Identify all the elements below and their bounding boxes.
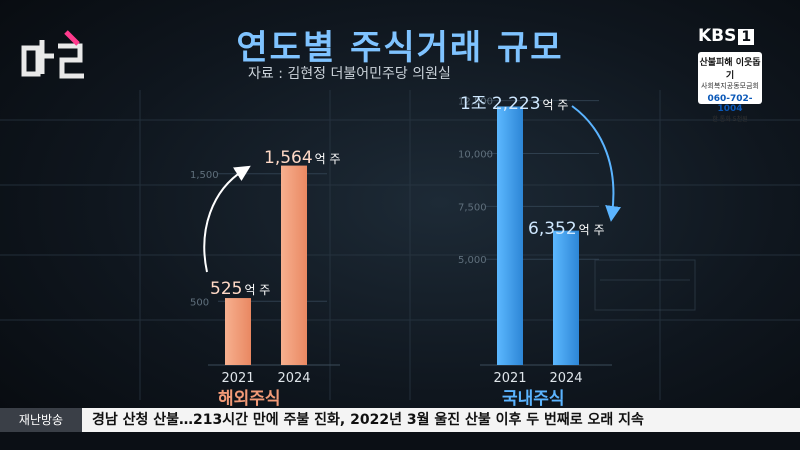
decrease-arrow [571, 105, 622, 222]
kbs1-logo: KBS 1 [698, 26, 762, 48]
overseas-group-label: 해외주식 [218, 389, 281, 409]
program-logo [21, 30, 84, 79]
kbs-name: KBS [698, 26, 737, 46]
chart-title: 연도별 주식거래 규모 [236, 28, 564, 68]
increase-arrow [203, 165, 251, 273]
hotline-note: 한 통화 5천원 [712, 116, 748, 123]
domestic-data-label: 1조 2,223 억 주 [460, 94, 568, 114]
overseas-category-label: 2024 [277, 371, 310, 386]
domestic-bar-2021 [497, 106, 523, 366]
source-note: 자료 : 김현정 더불어민주당 의원실 [248, 66, 451, 82]
ticker-message: 경남 산청 산불…213시간 만에 주불 진화, 2022년 3월 울진 산불 … [92, 412, 644, 428]
trade-volume-chart: 500 1,500 2021 525 억 주 2024 1,564 억 주 5,000 7,500… [190, 94, 622, 386]
domestic-category-label: 2021 [493, 371, 526, 386]
overseas-bar-2024 [281, 165, 307, 365]
overseas-bar-2021 [225, 298, 251, 365]
domestic-tick-label: 10,000 [458, 149, 493, 160]
donation-hotline-box: 산불피해 이웃돕기 사회복지공동모금회 060-702-1004 한 통화 5천… [698, 52, 762, 123]
overseas-tick-label: 1,500 [190, 170, 219, 181]
hotline-sub: 사회복지공동모금회 [701, 82, 759, 90]
domestic-tick-label: 7,500 [458, 202, 487, 213]
news-ticker: 재난방송 경남 산청 산불…213시간 만에 주불 진화, 2022년 3월 울… [0, 408, 800, 432]
hotline-number: 060-702-1004 [707, 94, 753, 114]
overseas-category-label: 2021 [221, 371, 254, 386]
overseas-data-label: 525 억 주 [210, 279, 270, 299]
overseas-data-label: 1,564 억 주 [264, 148, 341, 168]
ticker-tag: 재난방송 [0, 408, 82, 432]
domestic-tick-label: 12,500 [458, 97, 493, 108]
domestic-category-label: 2024 [549, 371, 582, 386]
domestic-data-label: 6,352 억 주 [528, 219, 605, 239]
domestic-group-label: 국내주식 [502, 389, 565, 409]
bottom-bar [0, 432, 800, 450]
background-grid [0, 90, 800, 400]
domestic-bar-2024 [553, 230, 579, 365]
domestic-tick-label: 5,000 [458, 255, 487, 266]
overseas-tick-label: 500 [190, 297, 209, 308]
hotline-title: 산불피해 이웃돕기 [699, 58, 761, 81]
kbs-channel: 1 [738, 29, 755, 45]
